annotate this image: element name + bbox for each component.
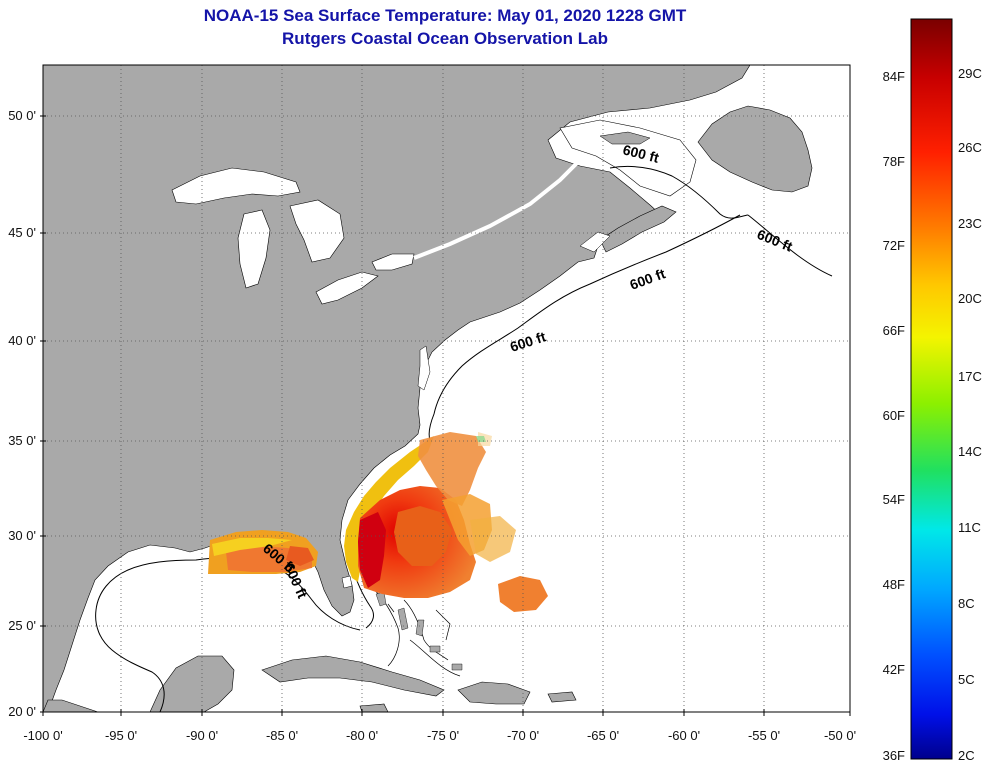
lon-label-90: -90 0' [186, 728, 218, 743]
map-layers: 600 ft 600 ft 600 ft 600 ft 600 ft 600 f… [43, 65, 850, 712]
lake-michigan [237, 209, 271, 289]
lake-erie [315, 271, 379, 305]
land-nova-scotia [599, 205, 677, 253]
lon-label-100: -100 0' [23, 728, 62, 743]
lat-lon-grid [43, 65, 850, 712]
lon-label-55: -55 0' [748, 728, 780, 743]
lon-label-65: -65 0' [587, 728, 619, 743]
axis-ticks [40, 115, 851, 716]
lat-label-30: 30 0' [8, 528, 36, 543]
lake-okeechobee [341, 575, 353, 589]
cb-label-60f: 60F [883, 408, 905, 423]
lat-label-50: 50 0' [8, 108, 36, 123]
bahamas-banks [371, 587, 461, 677]
land-jamaica [359, 703, 389, 712]
lon-label-50: -50 0' [824, 728, 856, 743]
map-border [42, 64, 851, 713]
land-anticosti [599, 131, 651, 145]
land-puerto-rico [547, 691, 577, 703]
lake-ontario [371, 253, 415, 271]
cb-label-48f: 48F [883, 577, 905, 592]
cb-label-2c: 2C [958, 748, 975, 763]
cb-label-42f: 42F [883, 662, 905, 677]
lon-label-95: -95 0' [105, 728, 137, 743]
lat-label-35: 35 0' [8, 433, 36, 448]
colorbar-gradient [910, 18, 953, 760]
lat-label-20: 20 0' [8, 704, 36, 719]
latitude-labels: 50 0' 45 0' 40 0' 35 0' 30 0' 25 0' 20 0… [8, 108, 36, 719]
lake-huron [289, 199, 345, 263]
cb-label-66f: 66F [883, 323, 905, 338]
cb-label-84f: 84F [883, 69, 905, 84]
lon-label-75: -75 0' [427, 728, 459, 743]
chart-subtitle: Rutgers Coastal Ocean Observation Lab [282, 29, 608, 48]
cb-label-29c: 29C [958, 66, 982, 81]
land-north-america [43, 65, 751, 712]
cb-label-14c: 14C [958, 444, 982, 459]
cb-label-17c: 17C [958, 369, 982, 384]
gulf-st-lawrence [559, 119, 697, 197]
contour-600ft-labrador [609, 165, 749, 219]
land-newfoundland [697, 105, 813, 193]
colorbar: 84F 78F 72F 66F 60F 54F 48F 42F 36F 29C … [883, 18, 982, 763]
st-lawrence-river [413, 158, 582, 260]
lat-label-25: 25 0' [8, 618, 36, 633]
land-yucatan-peninsula [149, 655, 235, 712]
colorbar-fahrenheit-labels: 84F 78F 72F 66F 60F 54F 48F 42F 36F [883, 69, 905, 763]
land-cuba [261, 655, 445, 697]
cb-label-5c: 5C [958, 672, 975, 687]
lat-label-45: 45 0' [8, 225, 36, 240]
lon-label-80: -80 0' [346, 728, 378, 743]
cb-label-78f: 78F [883, 154, 905, 169]
colorbar-celsius-labels: 29C 26C 23C 20C 17C 14C 11C 8C 5C 2C [958, 66, 982, 763]
land-yucatan [43, 699, 99, 712]
cb-label-26c: 26C [958, 140, 982, 155]
chart-title: NOAA-15 Sea Surface Temperature: May 01,… [203, 6, 687, 25]
cb-label-11c: 11C [958, 520, 981, 535]
lat-label-40: 40 0' [8, 333, 36, 348]
lon-label-60: -60 0' [668, 728, 700, 743]
cb-label-23c: 23C [958, 216, 982, 231]
cb-label-72f: 72F [883, 238, 905, 253]
chesapeake-bay [417, 345, 431, 391]
cb-label-54f: 54F [883, 492, 905, 507]
sst-swath-gulf [208, 530, 318, 574]
longitude-labels: -100 0' -95 0' -90 0' -85 0' -80 0' -75 … [23, 728, 856, 743]
bahamas-islands [375, 591, 463, 671]
cb-label-36f: 36F [883, 748, 905, 763]
land-hispaniola [457, 681, 531, 705]
cb-label-20c: 20C [958, 291, 982, 306]
contour-600ft-gulf [95, 557, 361, 712]
lake-superior [171, 167, 301, 205]
cb-label-8c: 8C [958, 596, 975, 611]
lon-label-85: -85 0' [266, 728, 298, 743]
bay-of-fundy [579, 231, 611, 253]
lon-label-70: -70 0' [507, 728, 539, 743]
